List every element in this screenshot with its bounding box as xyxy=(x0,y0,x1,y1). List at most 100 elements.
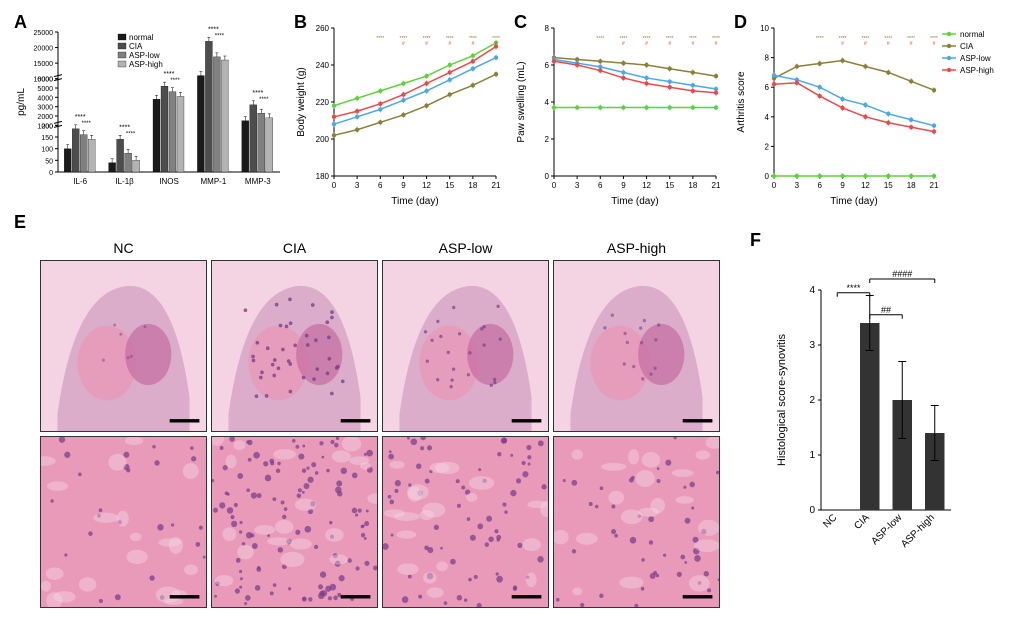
svg-text:6: 6 xyxy=(598,181,603,190)
histology-image xyxy=(40,260,207,432)
svg-text:15000: 15000 xyxy=(34,61,54,68)
svg-text:#: # xyxy=(933,41,936,47)
svg-text:#: # xyxy=(402,41,405,47)
svg-text:3: 3 xyxy=(355,181,360,190)
hist-col-label: NC xyxy=(40,240,207,256)
svg-text:MMP-1: MMP-1 xyxy=(201,177,227,186)
svg-text:****: **** xyxy=(816,36,824,42)
svg-text:18: 18 xyxy=(468,181,477,190)
svg-text:2: 2 xyxy=(809,395,815,406)
svg-text:0: 0 xyxy=(49,170,53,177)
panel-c: C 02468036912151821Time (day)Paw swellin… xyxy=(510,10,730,210)
svg-text:#: # xyxy=(471,41,474,47)
svg-text:CIA: CIA xyxy=(852,512,872,532)
svg-text:#: # xyxy=(425,41,428,47)
svg-text:0: 0 xyxy=(552,181,557,190)
svg-text:25000: 25000 xyxy=(34,30,54,37)
svg-text:#: # xyxy=(887,41,890,47)
svg-text:****: **** xyxy=(126,131,136,137)
svg-text:Arthritis score: Arthritis score xyxy=(736,71,747,133)
histology-image xyxy=(382,260,549,432)
svg-text:normal: normal xyxy=(960,30,985,39)
hist-col-label: ASP-high xyxy=(553,240,720,256)
panel-d-chart: 0246810036912151821Time (day)Arthritis s… xyxy=(730,10,1004,210)
svg-text:****: **** xyxy=(376,36,384,42)
svg-text:Time (day): Time (day) xyxy=(830,196,877,207)
svg-text:ASP-high: ASP-high xyxy=(129,60,163,69)
svg-text:12: 12 xyxy=(861,181,870,190)
panel-d: D 0246810036912151821Time (day)Arthritis… xyxy=(730,10,1004,210)
svg-text:8: 8 xyxy=(765,54,770,63)
svg-text:****: **** xyxy=(208,26,219,33)
svg-text:1: 1 xyxy=(809,450,815,461)
svg-text:****: **** xyxy=(846,283,861,293)
svg-text:15: 15 xyxy=(445,181,454,190)
svg-text:9: 9 xyxy=(401,181,406,190)
panel-a: A 05010015020010002000300040005000600010… xyxy=(10,10,290,210)
svg-text:ASP-high: ASP-high xyxy=(899,512,937,550)
svg-text:NC: NC xyxy=(821,512,839,530)
svg-text:#: # xyxy=(448,41,451,47)
svg-text:#: # xyxy=(668,41,671,47)
svg-text:18: 18 xyxy=(907,181,916,190)
svg-text:ASP-low: ASP-low xyxy=(129,51,160,60)
svg-text:CIA: CIA xyxy=(129,42,143,51)
svg-text:****: **** xyxy=(259,97,269,103)
panel-b: B 180200220240260036912151821Time (day)B… xyxy=(290,10,510,210)
svg-text:#: # xyxy=(495,41,498,47)
svg-text:INOS: INOS xyxy=(159,177,179,186)
svg-text:3: 3 xyxy=(795,181,800,190)
svg-text:****: **** xyxy=(119,124,130,131)
svg-text:6: 6 xyxy=(378,181,383,190)
svg-text:6: 6 xyxy=(765,83,770,92)
histology-image xyxy=(382,436,549,608)
svg-text:0: 0 xyxy=(545,172,550,181)
svg-text:****: **** xyxy=(170,78,180,84)
svg-text:2: 2 xyxy=(765,142,770,151)
panel-c-chart: 02468036912151821Time (day)Paw swelling … xyxy=(510,10,730,210)
svg-text:ASP-low: ASP-low xyxy=(960,54,991,63)
svg-text:#: # xyxy=(645,41,648,47)
panel-a-label: A xyxy=(14,12,27,33)
svg-text:0: 0 xyxy=(772,181,777,190)
svg-text:****: **** xyxy=(596,36,604,42)
svg-text:#: # xyxy=(691,41,694,47)
svg-text:20000: 20000 xyxy=(34,46,54,53)
svg-text:IL-1β: IL-1β xyxy=(115,177,134,186)
svg-text:****: **** xyxy=(164,71,175,78)
svg-text:pg/mL: pg/mL xyxy=(16,88,27,116)
histology-image xyxy=(211,436,378,608)
svg-text:12: 12 xyxy=(422,181,431,190)
svg-text:5000: 5000 xyxy=(37,86,53,93)
svg-text:Paw swelling (mL): Paw swelling (mL) xyxy=(516,61,527,142)
svg-text:3: 3 xyxy=(575,181,580,190)
svg-text:#: # xyxy=(864,41,867,47)
histology-image xyxy=(40,436,207,608)
svg-text:Body weight (g): Body weight (g) xyxy=(296,67,307,136)
panel-f-chart: 01234Histological score-synovitisNCCIAAS… xyxy=(767,240,967,580)
svg-text:0: 0 xyxy=(332,181,337,190)
svg-text:##: ## xyxy=(881,305,891,315)
svg-text:6: 6 xyxy=(817,181,822,190)
svg-text:#: # xyxy=(910,41,913,47)
svg-text:9: 9 xyxy=(621,181,626,190)
svg-text:2000: 2000 xyxy=(37,114,53,121)
svg-text:200: 200 xyxy=(316,135,330,144)
svg-text:15: 15 xyxy=(665,181,674,190)
svg-text:6: 6 xyxy=(545,61,550,70)
panel-b-label: B xyxy=(294,12,307,33)
panel-e-label: E xyxy=(14,212,26,233)
svg-text:Histological score-synovitis: Histological score-synovitis xyxy=(776,333,788,466)
svg-text:MMP-3: MMP-3 xyxy=(245,177,271,186)
svg-text:4: 4 xyxy=(765,113,770,122)
svg-text:3: 3 xyxy=(809,340,815,351)
panel-f-label: F xyxy=(750,230,761,251)
svg-text:12: 12 xyxy=(642,181,651,190)
histology-image xyxy=(553,260,720,432)
svg-text:21: 21 xyxy=(930,181,939,190)
svg-text:#: # xyxy=(715,41,718,47)
panel-d-label: D xyxy=(734,12,747,33)
panel-f: F 01234Histological score-synovitisNCCIA… xyxy=(730,210,1004,610)
svg-text:50: 50 xyxy=(45,158,53,165)
svg-text:10000: 10000 xyxy=(34,77,54,84)
